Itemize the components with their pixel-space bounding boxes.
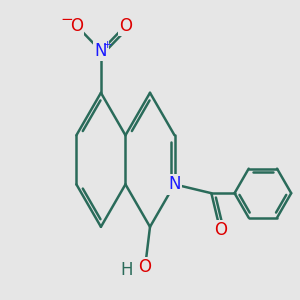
Text: N: N — [168, 176, 181, 194]
Text: N: N — [95, 42, 107, 60]
Text: O: O — [70, 16, 83, 34]
Text: O: O — [119, 16, 132, 34]
Text: H: H — [120, 260, 133, 278]
Text: O: O — [214, 221, 227, 239]
Text: +: + — [103, 40, 112, 50]
Text: −: − — [61, 12, 74, 27]
Text: O: O — [139, 258, 152, 276]
